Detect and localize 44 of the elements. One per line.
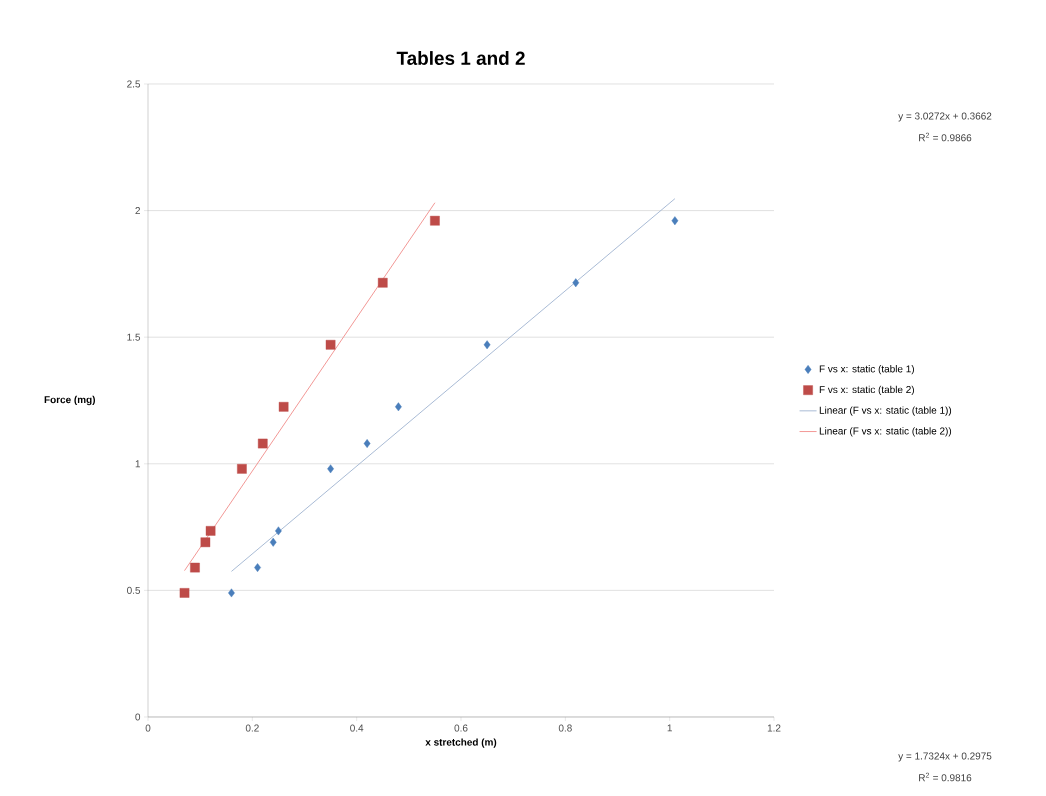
text: R$^{2}$ = 0.9866 (919, 132, 972, 142)
point (269, 537, 277, 547)
point (190, 562, 200, 573)
point (179, 588, 190, 598)
point (200, 537, 211, 548)
point (327, 464, 334, 474)
point (275, 526, 282, 536)
text: R$^{2}$ = 0.9816 (919, 772, 972, 782)
point (257, 438, 268, 449)
point (228, 588, 235, 598)
point (205, 526, 216, 536)
y-tick-label: 2 (135, 207, 140, 215)
point (377, 277, 388, 288)
point (572, 278, 580, 288)
y-tick-label: 0 (135, 713, 141, 721)
x-tick-label: 0 (145, 724, 151, 732)
x-tick-label: 1 (667, 724, 672, 732)
x-tick-label: 1.2 (767, 724, 781, 732)
point (237, 464, 247, 474)
text: y = 1.7324x + 0.2975 (898, 752, 992, 762)
point (278, 402, 289, 412)
x-tick-label: 0.2 (245, 724, 259, 732)
y-tick-label: 1 (135, 460, 141, 468)
point (430, 215, 440, 226)
x-tick-label: 0.4 (350, 724, 364, 732)
x-axis-title: x stretched (m) (425, 738, 497, 748)
legend-label: Linear (F vs x: static (table 2)) (819, 427, 952, 437)
y-tick-label: 0.5 (127, 586, 141, 594)
point (325, 339, 336, 350)
y-axis-title: Force (mg) (44, 395, 95, 406)
point (254, 563, 261, 572)
x-tick-label: 0.8 (558, 724, 572, 732)
point (395, 402, 402, 412)
x-tick-label: 0.6 (454, 724, 468, 732)
legend-label: Linear (F vs x: static (table 1)) (819, 406, 952, 416)
legend-label: F vs x: static (table 1) (819, 365, 914, 375)
y-tick-label: 1.5 (127, 333, 141, 341)
chart-title: Tables 1 and 2 (396, 51, 525, 65)
y-tick-label: 2.5 (127, 80, 141, 88)
point (483, 340, 491, 350)
text: y = 3.0272x + 0.3662 (898, 112, 992, 122)
point (363, 439, 371, 448)
point (671, 216, 679, 226)
legend-label: F vs x: static (table 2) (819, 385, 914, 396)
